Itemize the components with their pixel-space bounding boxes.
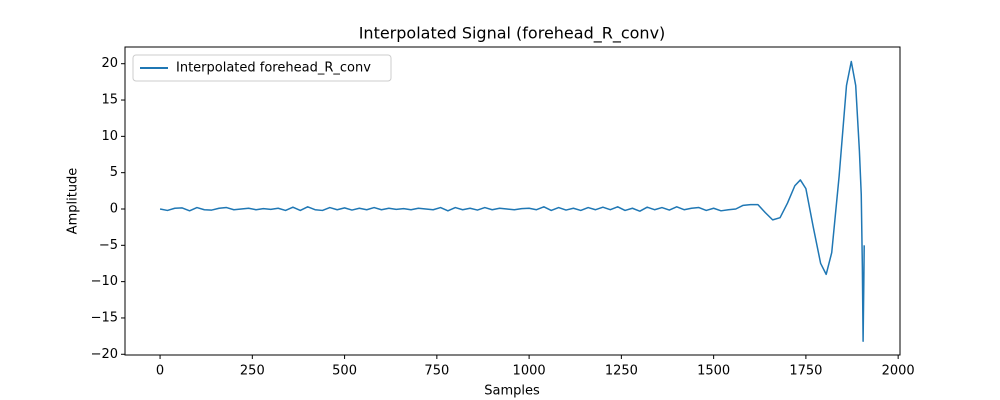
- x-tick-label: 0: [156, 364, 164, 379]
- x-tick-label: 2000: [882, 364, 915, 379]
- plot-frame: [124, 46, 901, 356]
- x-tick-label: 500: [332, 364, 357, 379]
- x-tick-label: 1000: [513, 364, 546, 379]
- x-axis-label: Samples: [484, 384, 540, 399]
- y-tick-label: −5: [99, 238, 118, 253]
- x-tick-label: 750: [424, 364, 449, 379]
- y-tick-label: 0: [110, 201, 118, 216]
- y-tick-label: 20: [101, 56, 118, 71]
- x-tick-label: 250: [240, 364, 265, 379]
- y-tick-label: 5: [110, 165, 118, 180]
- y-tick-label: 15: [101, 93, 118, 108]
- x-tick-label: 1250: [605, 364, 638, 379]
- y-tick-label: 10: [101, 129, 118, 144]
- x-tick-label: 1500: [697, 364, 730, 379]
- y-tick-label: −20: [91, 347, 118, 362]
- y-axis-label: Amplitude: [66, 168, 81, 235]
- signal-line: [159, 60, 865, 342]
- legend-label: Interpolated forehead_R_conv: [176, 61, 371, 76]
- x-tick-label: 1750: [789, 364, 822, 379]
- legend-box: [132, 54, 392, 82]
- y-tick-label: −15: [91, 310, 118, 325]
- chart-title: Interpolated Signal (forehead_R_conv): [359, 24, 666, 44]
- y-tick-label: −10: [91, 274, 118, 289]
